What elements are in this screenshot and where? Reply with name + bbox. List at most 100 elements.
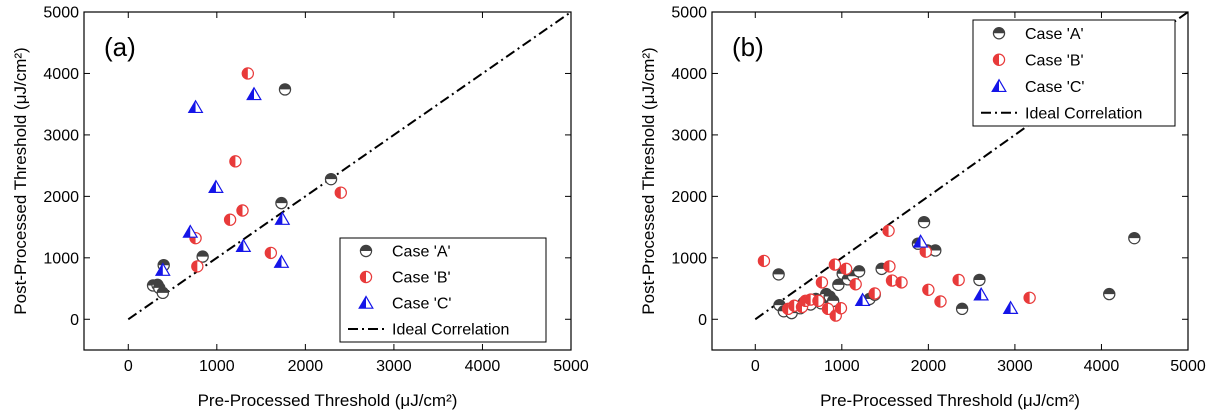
legend-marker: [991, 78, 1007, 93]
legend-label: Ideal Correlation: [392, 322, 509, 339]
y-tick-label: 0: [698, 312, 707, 329]
data-point: [895, 276, 908, 289]
plot-frame: [711, 11, 1189, 351]
x-tick-label: 1000: [824, 358, 860, 375]
chart-panel-b: 0 1000 2000 3000 4000 5000 0 1000 2000 3000 4000 50…: [639, 5, 1206, 411]
data-point: [854, 292, 871, 307]
data-point: [235, 238, 252, 252]
y-tick-label: 5000: [671, 5, 707, 22]
data-point: [922, 283, 935, 296]
legend-item: Ideal Correlation: [981, 105, 1142, 122]
legend-item: Case 'B': [992, 52, 1084, 69]
legend-item: Case 'C': [991, 78, 1084, 96]
x-tick-label: 2000: [911, 358, 947, 375]
data-point: [912, 234, 929, 248]
plot-area: [127, 12, 571, 321]
data-point: [1023, 291, 1036, 304]
plot-frame: [83, 11, 572, 351]
y-axis-label: Post-Processed Threshold (μJ/cm²): [11, 47, 30, 314]
x-tick-label: 3000: [376, 358, 412, 375]
data-point: [196, 250, 209, 263]
data-point: [883, 260, 896, 273]
y-tick-label: 5000: [43, 5, 79, 22]
legend: Case 'A' Case 'B' Case 'C' Ideal Correlatio…: [339, 237, 547, 343]
legend-box: [339, 237, 547, 343]
plot-area: [754, 12, 1188, 322]
series-case-b: [189, 67, 347, 273]
x-axis-label: Pre-Processed Threshold (μJ/cm²): [198, 391, 458, 410]
x-tick-label: 0: [124, 358, 133, 375]
data-point: [834, 302, 848, 315]
legend-box: [972, 19, 1176, 127]
legend-label: Ideal Correlation: [1025, 105, 1142, 122]
y-axis-label: Post-Processed Threshold (μJ/cm²): [639, 47, 658, 314]
data-point: [852, 265, 866, 278]
legend-label: Case 'A': [392, 244, 451, 261]
data-point: [191, 260, 204, 273]
data-point: [236, 204, 249, 217]
legend-label: Case 'C': [392, 296, 451, 313]
data-point: [156, 286, 170, 300]
x-tick-label: 5000: [1170, 358, 1206, 375]
data-point: [849, 278, 862, 291]
data-point: [839, 262, 853, 276]
data-point: [821, 302, 835, 316]
panel-label: (a): [104, 32, 136, 62]
x-tick-label: 5000: [553, 358, 589, 375]
data-point: [324, 172, 338, 186]
data-point: [919, 245, 932, 258]
data-point: [812, 294, 825, 308]
data-point: [952, 273, 965, 287]
data-point: [795, 300, 809, 314]
data-point: [264, 246, 278, 260]
data-point: [157, 258, 170, 272]
data-point: [772, 268, 785, 281]
y-tick-label: 2000: [43, 189, 79, 206]
data-point: [241, 67, 255, 80]
y-tick-label: 4000: [671, 66, 707, 83]
x-tick-label: 3000: [997, 358, 1033, 375]
chart-panel-a: 0 1000 2000 3000 4000 5000 0 1000 2000 3000 4000 50…: [11, 5, 589, 411]
panel-label: (b): [732, 32, 764, 62]
legend-label: Case 'B': [392, 270, 451, 287]
series-case-b: [757, 224, 1036, 322]
data-point: [334, 186, 347, 199]
series-case-c: [854, 234, 1019, 315]
legend-item: Case 'C': [358, 295, 451, 313]
data-point: [917, 215, 931, 229]
data-point: [278, 83, 292, 96]
legend-marker: [358, 295, 374, 309]
series-case-c: [154, 86, 291, 276]
x-axis-label: Pre-Processed Threshold (μJ/cm²): [820, 391, 1080, 410]
y-tick-label: 3000: [43, 127, 79, 144]
data-point: [223, 213, 237, 226]
legend: Case 'A' Case 'B' Case 'C' Ideal Correlatio…: [972, 19, 1176, 127]
data-point: [832, 278, 845, 292]
y-tick-label: 1000: [43, 250, 79, 267]
data-point: [868, 287, 881, 300]
y-tick-label: 1000: [671, 250, 707, 267]
series-case-a: [146, 83, 338, 300]
data-point: [973, 273, 986, 287]
data-point: [229, 155, 242, 168]
data-point: [955, 302, 969, 316]
x-tick-label: 4000: [465, 358, 501, 375]
data-point: [973, 287, 990, 301]
data-point: [1128, 231, 1141, 245]
y-tick-label: 0: [70, 312, 79, 329]
data-point: [1103, 287, 1116, 301]
legend-item: Case 'A': [992, 26, 1084, 43]
data-point: [275, 196, 288, 210]
data-point: [828, 258, 842, 271]
legend-marker: [359, 244, 373, 258]
legend-item: Case 'A': [359, 244, 451, 261]
legend-marker: [992, 53, 1006, 66]
y-tick-label: 2000: [671, 189, 707, 206]
data-point: [757, 254, 771, 268]
y-tick-label: 4000: [43, 66, 79, 83]
data-point: [208, 179, 224, 193]
data-point: [154, 262, 171, 276]
x-tick-label: 1000: [199, 358, 235, 375]
data-point: [882, 224, 895, 237]
